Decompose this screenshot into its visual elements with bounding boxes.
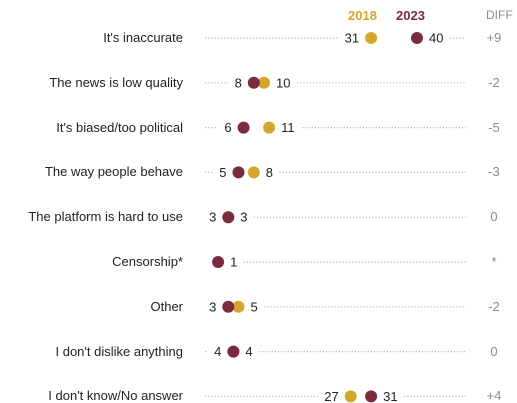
dot-2023 <box>365 390 377 402</box>
value-label-high: 40 <box>429 31 443 46</box>
diff-value: -5 <box>474 121 514 135</box>
value-label-low: 27 <box>324 389 338 403</box>
diff-value: +9 <box>474 31 514 45</box>
value-label-low: 6 <box>224 120 231 135</box>
dot-2018 <box>365 32 377 44</box>
value-label-high: 31 <box>383 389 397 403</box>
diff-value: -2 <box>474 300 514 314</box>
value-label-high: 4 <box>245 344 252 359</box>
value-label-low: 3 <box>209 210 216 225</box>
dot-2018 <box>263 122 275 134</box>
dot-2018 <box>248 166 260 178</box>
row-label: Other <box>150 300 183 314</box>
row-label: I don't know/No answer <box>48 389 183 403</box>
dot-2023 <box>411 32 423 44</box>
row-label: It's biased/too political <box>56 121 183 135</box>
row-label: The way people behave <box>45 165 183 179</box>
value-label-high: 5 <box>251 299 258 314</box>
value-label-low: 3 <box>209 299 216 314</box>
dot-2023 <box>238 122 250 134</box>
value-label-high: 11 <box>281 120 295 135</box>
value-label-low: 31 <box>345 31 359 46</box>
row-label: The news is low quality <box>49 76 183 90</box>
diff-value: 0 <box>474 210 514 224</box>
dot-2023 <box>212 256 224 268</box>
diff-value: * <box>474 255 514 269</box>
dot-2023 <box>222 301 234 313</box>
dot-2023 <box>233 166 245 178</box>
value-label-low: 4 <box>214 344 221 359</box>
dot-2023 <box>222 211 234 223</box>
dot-2023 <box>227 346 239 358</box>
value-label-high: 10 <box>276 75 290 90</box>
diff-value: +4 <box>474 389 514 403</box>
diff-value: 0 <box>474 345 514 359</box>
value-label-high: 8 <box>266 165 273 180</box>
value-label-low: 8 <box>235 75 242 90</box>
dot-2018 <box>345 390 357 402</box>
row-label: The platform is hard to use <box>28 210 183 224</box>
diff-value: -3 <box>474 165 514 179</box>
value-label-high: 3 <box>240 210 247 225</box>
row-label: It's inaccurate <box>103 31 183 45</box>
diff-value: -2 <box>474 76 514 90</box>
value-label-low: 5 <box>219 165 226 180</box>
row-label: I don't dislike anything <box>55 345 183 359</box>
value-label-high: 1 <box>230 255 237 270</box>
dot-2023 <box>248 77 260 89</box>
row-label: Censorship* <box>112 255 183 269</box>
